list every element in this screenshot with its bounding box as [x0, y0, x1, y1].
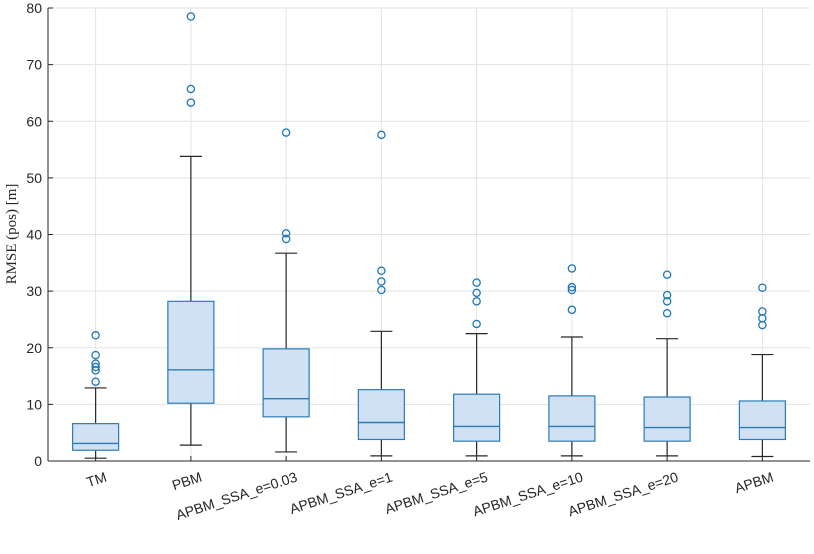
- y-tick-label: 50: [26, 170, 42, 186]
- box-4: [357, 130, 405, 457]
- outlier-point: [91, 331, 100, 340]
- box-7: [643, 270, 691, 457]
- grid-lines: [48, 7, 810, 462]
- outlier-point: [377, 285, 386, 295]
- box-6: [548, 264, 596, 457]
- axes: [47, 7, 810, 462]
- x-tick-label: TM: [84, 469, 108, 490]
- outlier-point: [377, 130, 386, 140]
- outlier-point: [281, 229, 291, 238]
- iqr-box: [453, 393, 501, 442]
- outlier-point: [186, 12, 196, 21]
- x-tick-label: APBM_SSA_e=20: [566, 469, 680, 520]
- outlier-point: [186, 84, 196, 94]
- y-tick-labels: 0 10 20 30 40 50 60 70 80: [26, 0, 42, 469]
- outlier-point: [91, 359, 100, 368]
- y-axis-label: RMSE (pos) [m]: [4, 184, 20, 285]
- outlier-point: [281, 234, 291, 244]
- outlier-point: [567, 285, 577, 295]
- y-tick-label: 0: [34, 453, 42, 469]
- outlier-point: [472, 288, 481, 298]
- y-tick-label: 20: [26, 340, 42, 356]
- y-tick-label: 60: [26, 113, 42, 129]
- y-tick-label: 80: [26, 0, 42, 16]
- outlier-point: [758, 283, 767, 292]
- box-1: [72, 331, 120, 459]
- outlier-point: [472, 297, 481, 306]
- outlier-point: [91, 362, 100, 372]
- box-series: [72, 12, 786, 459]
- iqr-box: [357, 389, 405, 441]
- y-tick-label: 70: [26, 57, 42, 73]
- outlier-point: [186, 98, 196, 107]
- outlier-point: [567, 264, 577, 273]
- outlier-point: [758, 307, 767, 316]
- outlier-point: [377, 266, 386, 275]
- outlier-point: [662, 290, 672, 300]
- iqr-box: [167, 300, 215, 404]
- x-tick-label: PBM: [170, 469, 204, 494]
- outlier-point: [567, 305, 577, 315]
- y-tick-label: 30: [26, 283, 42, 299]
- y-tick-label: 40: [26, 227, 42, 243]
- iqr-box: [72, 423, 120, 451]
- iqr-box: [738, 400, 786, 441]
- box-2: [167, 12, 215, 446]
- outlier-point: [281, 128, 291, 137]
- outlier-point: [91, 377, 100, 386]
- outlier-point: [662, 297, 672, 306]
- outlier-point: [91, 350, 100, 360]
- outlier-point: [472, 278, 481, 287]
- x-tick-label: APBM: [733, 469, 776, 496]
- outlier-point: [567, 282, 577, 292]
- x-tick-label: APBM_SSA_e=1: [288, 469, 395, 517]
- box-8: [738, 283, 786, 458]
- x-tick-labels: TM PBMAPBM_SSA_e=0.03APBM_SSA_e=1APBM_SSA…: [84, 469, 775, 523]
- iqr-box: [262, 348, 310, 418]
- outlier-point: [377, 277, 386, 286]
- outlier-point: [472, 319, 481, 329]
- iqr-box: [643, 396, 691, 442]
- outlier-point: [662, 270, 672, 279]
- box-3: [262, 128, 310, 453]
- iqr-box: [548, 395, 596, 442]
- box-5: [453, 278, 501, 457]
- y-tick-label: 10: [26, 396, 42, 412]
- outlier-point: [662, 308, 672, 318]
